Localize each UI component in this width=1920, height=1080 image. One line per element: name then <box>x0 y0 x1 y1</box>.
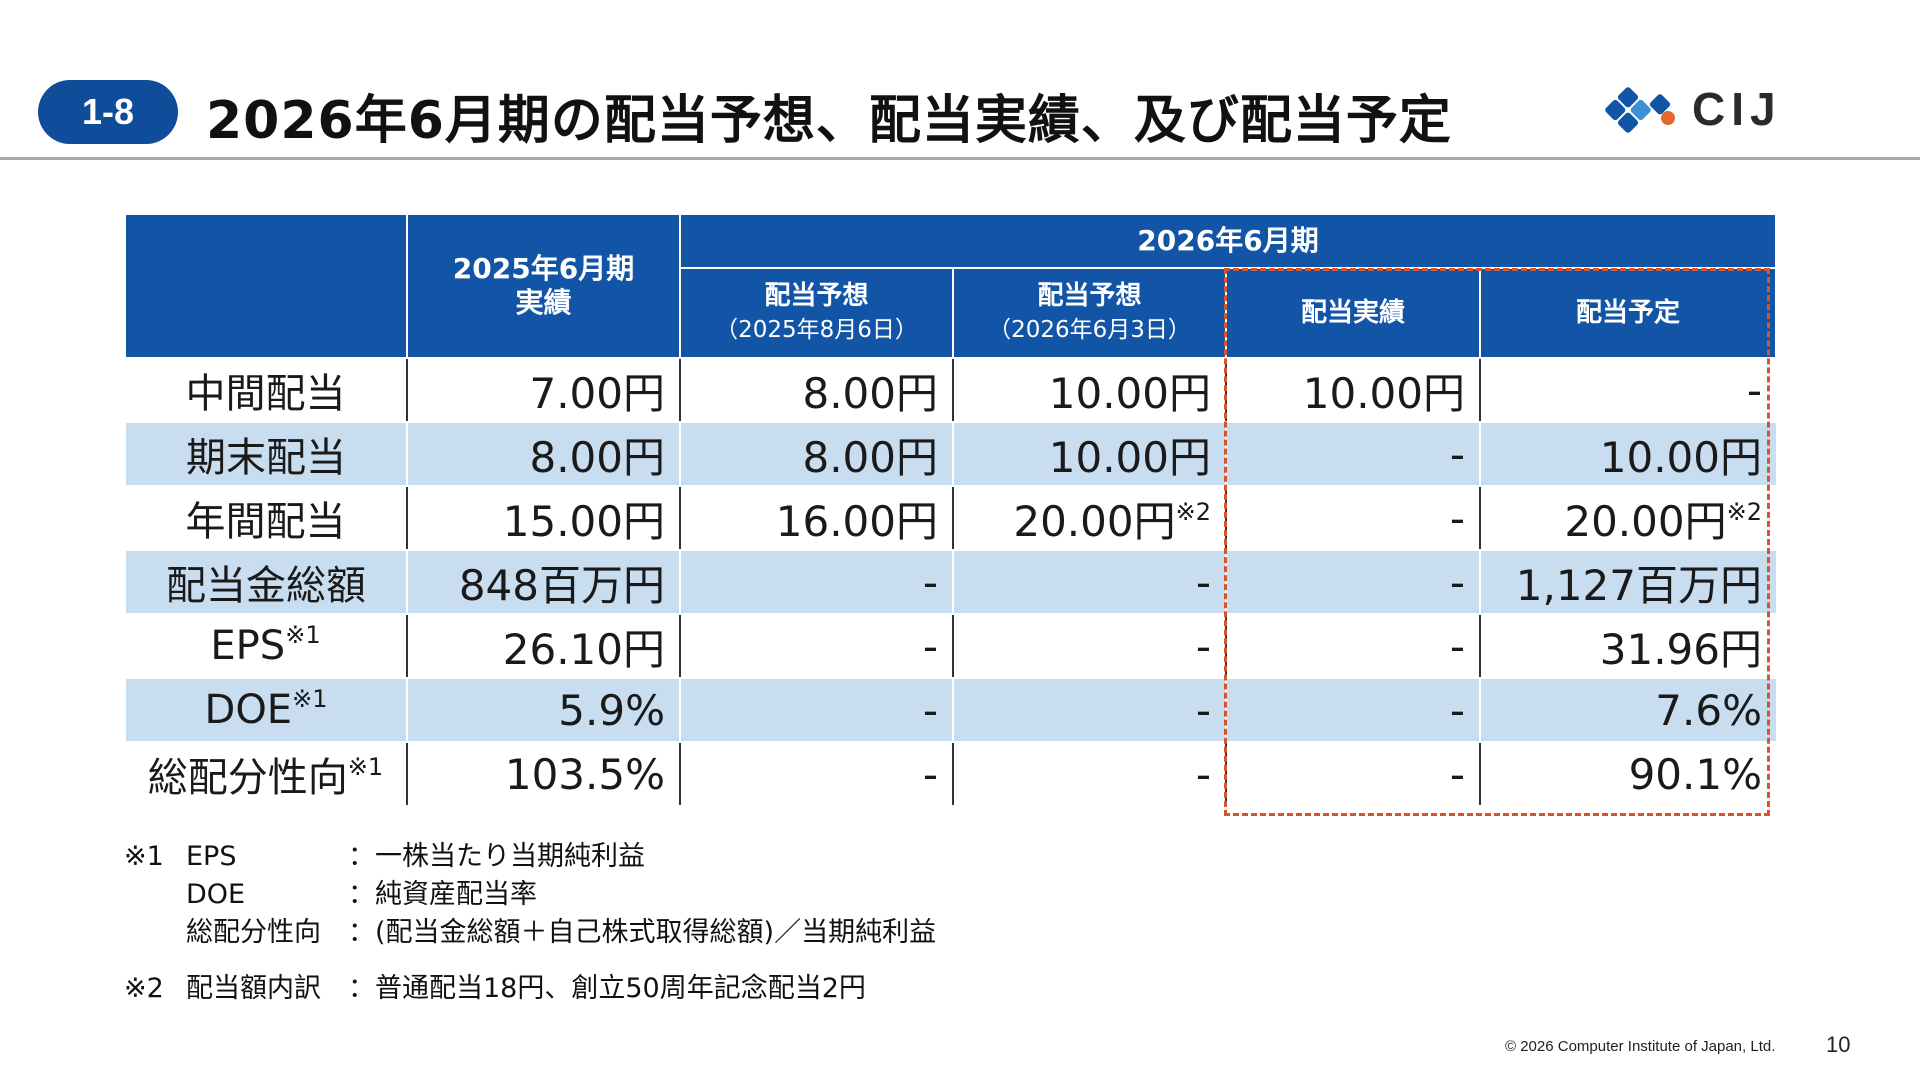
cell-planned: 7.6% <box>1479 678 1776 743</box>
cell-fy2025: 8.00円 <box>406 422 680 487</box>
table-row: 中間配当 7.00円 8.00円 10.00円 10.00円 - <box>125 358 1776 423</box>
cell-forecast2: - <box>952 614 1226 679</box>
row-label-interim: 中間配当 <box>125 358 407 423</box>
row-label-eps: EPS※1 <box>125 614 407 679</box>
header-actual: 配当実績 <box>1225 267 1481 359</box>
table-row: 年間配当 15.00円 16.00円 20.00円※2 - 20.00円※2 <box>125 486 1776 551</box>
header-fy2025: 2025年6月期 実績 <box>406 213 681 359</box>
row-label-total-payout: 総配分性向※1 <box>125 742 407 807</box>
cell-actual: - <box>1225 486 1480 551</box>
header-fy2026: 2026年6月期 <box>679 213 1777 269</box>
cell-actual: - <box>1225 742 1480 807</box>
cell-planned: 10.00円 <box>1479 422 1776 487</box>
cell-fy2025: 5.9% <box>406 678 680 743</box>
footnote-1-doe: DOE ：純資産配当率 <box>186 879 537 910</box>
cell-forecast1: 8.00円 <box>679 422 953 487</box>
cell-fy2025: 7.00円 <box>406 358 680 423</box>
cell-planned: 20.00円※2 <box>1479 486 1776 551</box>
row-label-year-end: 期末配当 <box>124 422 407 487</box>
footnote-1-payout: 総配分性向 ：(配当金総額＋自己株式取得総額)／当期純利益 <box>186 917 937 948</box>
section-badge: 1-8 <box>38 80 178 144</box>
page-number: 10 <box>1826 1032 1851 1057</box>
cell-actual: - <box>1225 614 1480 679</box>
table-row: 配当金総額 848百万円 - - - 1,127百万円 <box>124 550 1776 615</box>
cell-fy2025: 103.5% <box>406 742 680 807</box>
cell-planned: - <box>1479 358 1776 423</box>
header-planned: 配当予定 <box>1479 267 1777 359</box>
corner-header-cell <box>124 213 408 359</box>
cell-forecast1: - <box>679 742 953 807</box>
cell-planned: 31.96円 <box>1479 614 1776 679</box>
cell-forecast2: - <box>952 742 1226 807</box>
cell-actual: - <box>1225 678 1480 743</box>
cell-fy2025: 848百万円 <box>406 550 680 615</box>
footnotes: ※1 EPS ：一株当たり当期純利益 DOE ：純資産配当率 総配分性向 ：(配… <box>124 838 936 1008</box>
table-row: 期末配当 8.00円 8.00円 10.00円 - 10.00円 <box>124 422 1776 487</box>
table-row: DOE※1 5.9% - - - 7.6% <box>124 678 1776 743</box>
copyright: © 2026 Computer Institute of Japan, Ltd. <box>1505 1038 1776 1055</box>
cell-planned: 90.1% <box>1479 742 1776 807</box>
logo-text: CIJ <box>1692 83 1782 135</box>
row-label-annual: 年間配当 <box>125 486 407 551</box>
dividend-table: 2025年6月期 実績 2026年6月期 配当予想 （2025年8月6日） 配当… <box>124 213 1777 807</box>
cell-actual: - <box>1225 422 1480 487</box>
cell-forecast1: - <box>679 678 953 743</box>
header-forecast-jun2026: 配当予想 （2026年6月3日） <box>952 267 1227 359</box>
cell-forecast1: - <box>679 550 953 615</box>
cell-forecast2: - <box>952 678 1226 743</box>
footnote-1-eps: ※1 EPS ：一株当たり当期純利益 <box>124 841 645 872</box>
cell-actual: 10.00円 <box>1225 358 1480 423</box>
cell-actual: - <box>1225 550 1480 615</box>
cell-forecast1: 8.00円 <box>679 358 953 423</box>
cell-forecast1: - <box>679 614 953 679</box>
cell-forecast1: 16.00円 <box>679 486 953 551</box>
header-divider <box>0 157 1920 160</box>
page-title: 2026年6月期の配当予想、配当実績、及び配当予定 <box>206 91 1452 151</box>
table-row: EPS※1 26.10円 - - - 31.96円 <box>125 614 1776 679</box>
cell-forecast2: 10.00円 <box>952 358 1226 423</box>
cell-fy2025: 15.00円 <box>406 486 680 551</box>
row-label-total-dividend: 配当金総額 <box>124 550 407 615</box>
cell-forecast2: - <box>952 550 1226 615</box>
cell-forecast2: 20.00円※2 <box>952 486 1226 551</box>
cell-forecast2: 10.00円 <box>952 422 1226 487</box>
table-row: 総配分性向※1 103.5% - - - 90.1% <box>125 742 1776 807</box>
cell-planned: 1,127百万円 <box>1479 550 1776 615</box>
cell-fy2025: 26.10円 <box>406 614 680 679</box>
row-label-doe: DOE※1 <box>124 678 407 743</box>
footnote-2: ※2 配当額内訳 ：普通配当18円、創立50周年記念配当2円 <box>124 973 866 1004</box>
header-forecast-aug2025: 配当予想 （2025年8月6日） <box>679 267 954 359</box>
cij-logo-icon <box>1605 87 1675 133</box>
